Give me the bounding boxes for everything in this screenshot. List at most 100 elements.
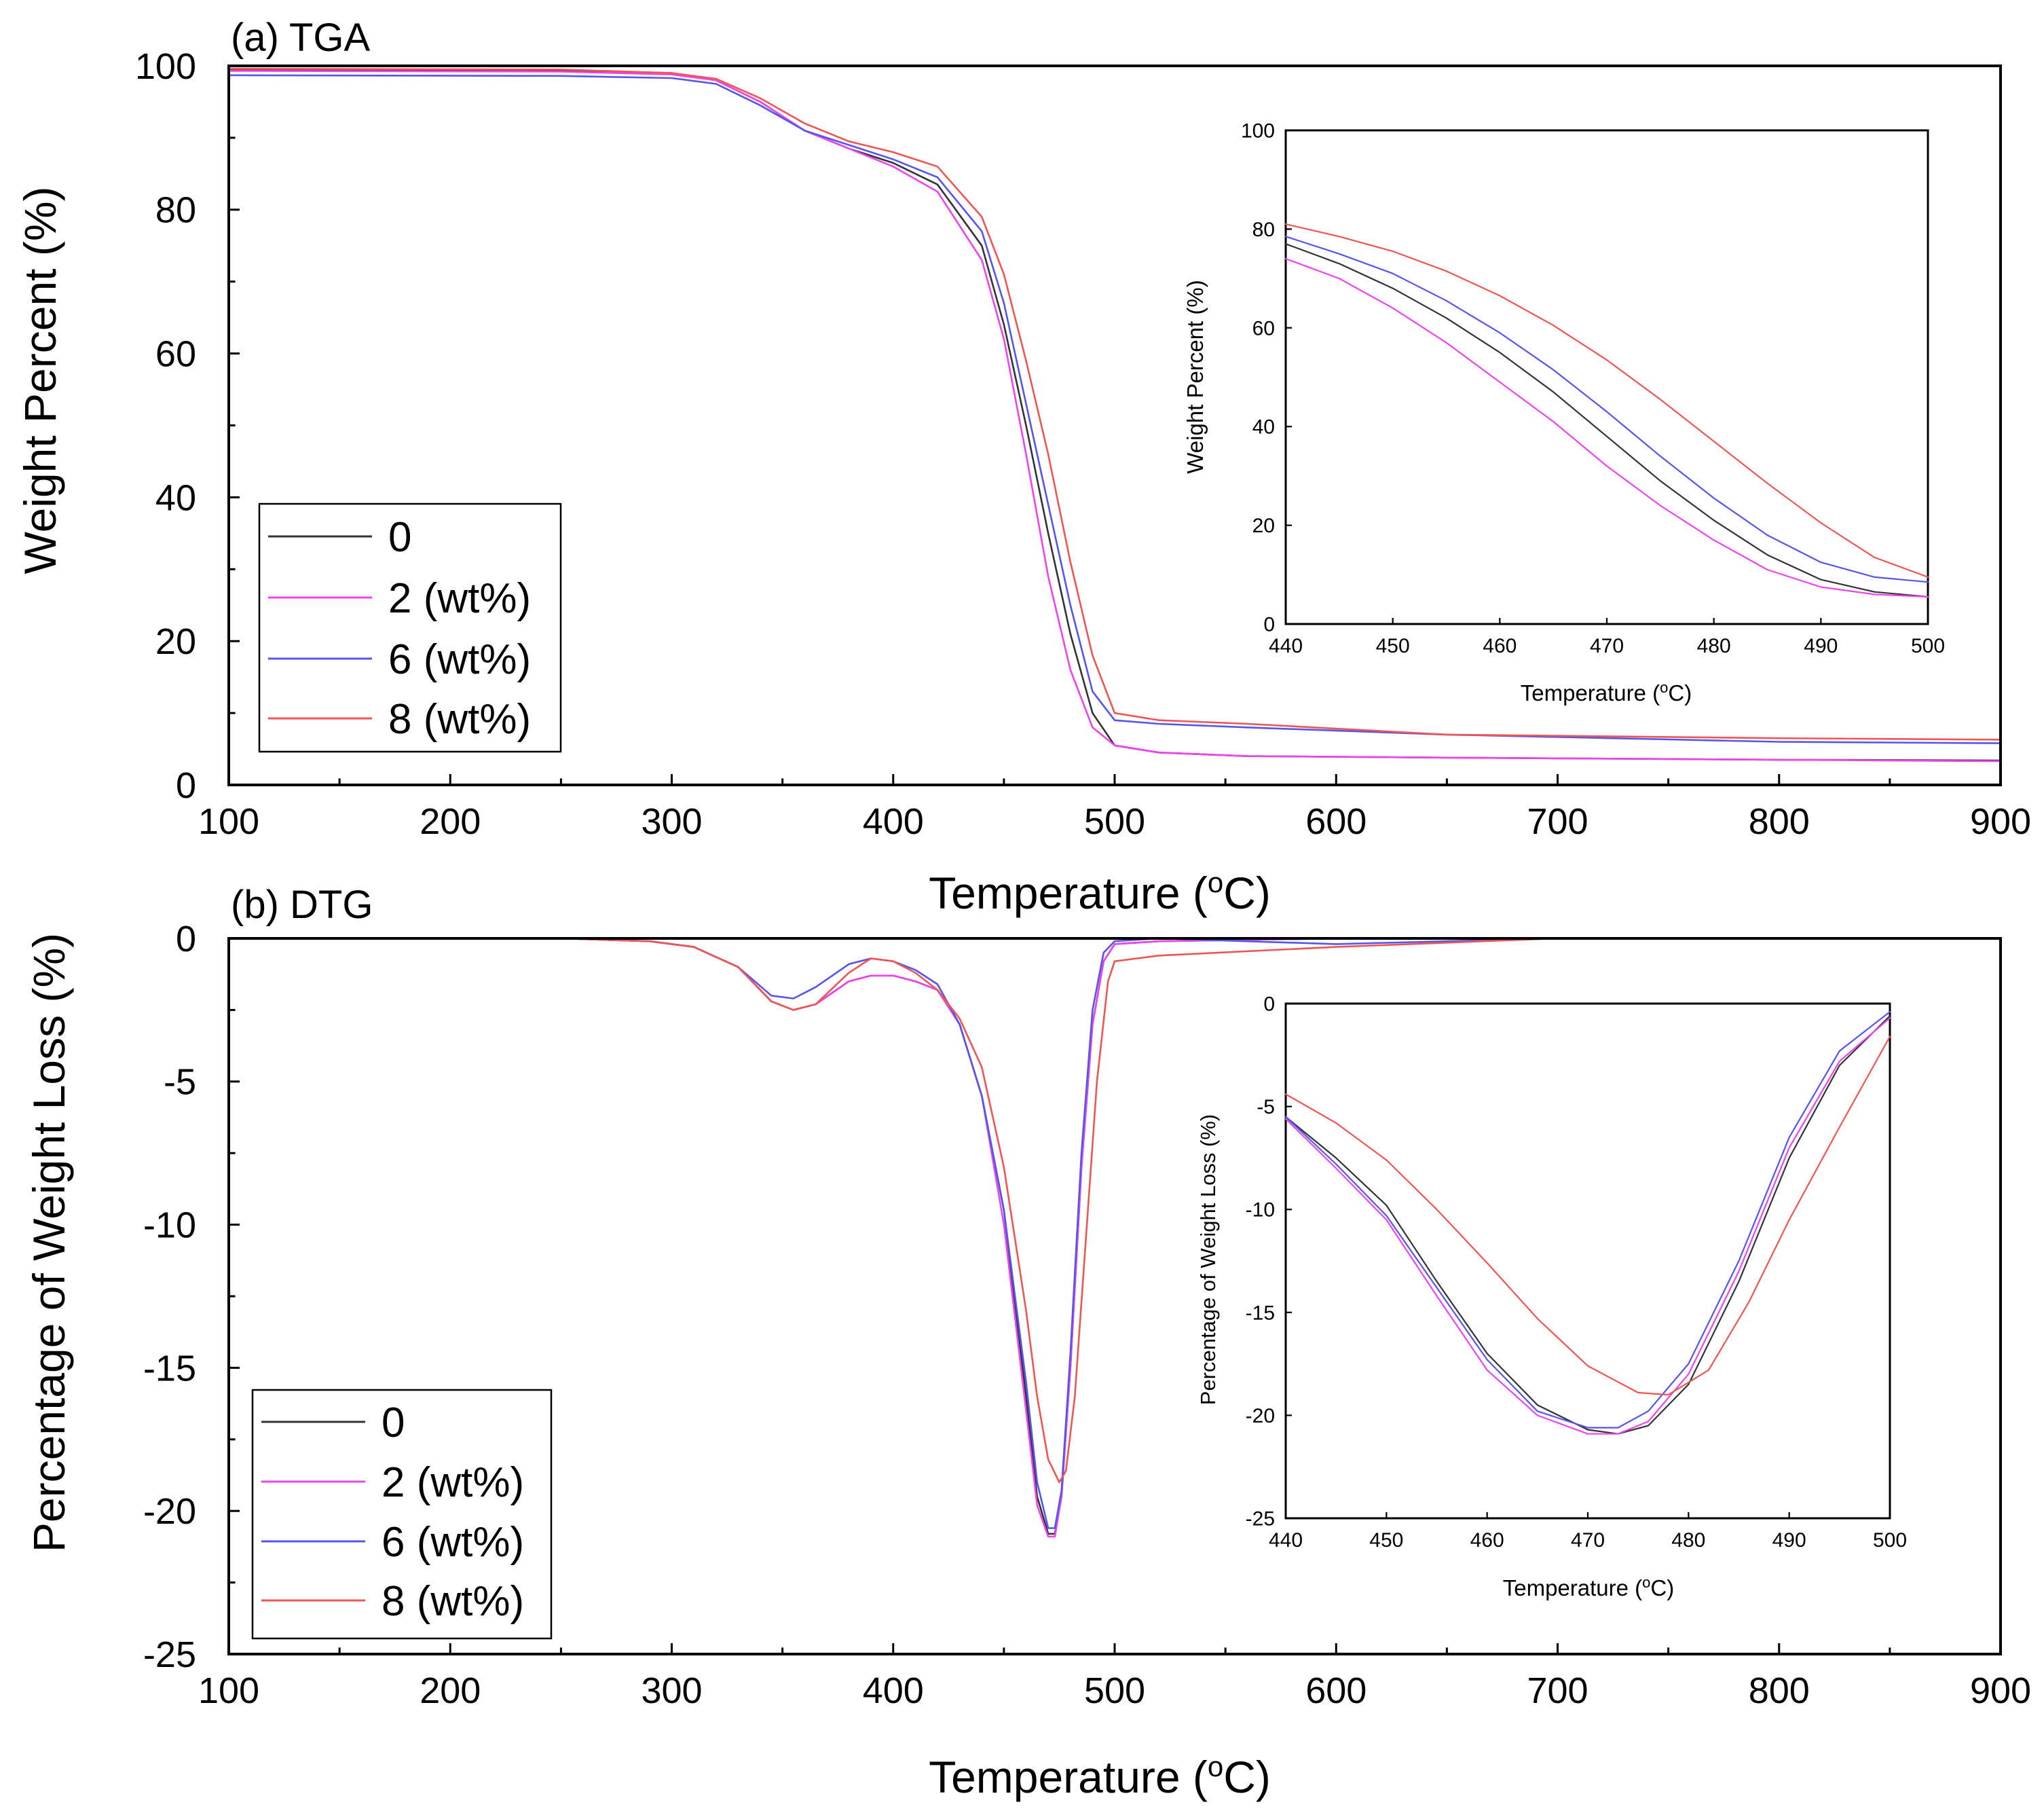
dtg-inset-series-line-3 [1284,1035,1891,1396]
tga-legend-box [258,502,562,753]
dtg-y-tick-label: 0 [176,919,196,959]
tga-series-line-1 [227,70,2002,763]
tga-x-tick-label: 700 [1527,801,1588,842]
dtg-y-tick-label: -5 [164,1062,196,1103]
dtg-inset-x-tick-label: 490 [1772,1529,1806,1552]
tga-inset-plot-area [1284,223,1929,598]
dtg-inset-x-tick-label: 460 [1470,1529,1504,1552]
tga-x-tick-label: 500 [1084,801,1145,842]
dtg-inset-y-tick-label: -25 [1246,1508,1275,1530]
tga-y-tick-label: 100 [135,46,196,87]
dtg-inset-series-line-2 [1284,1011,1891,1429]
tga-y-axis-label: Weight Percent (%) [15,187,65,574]
dtg-legend-label-1: 2 (wt%) [382,1459,524,1506]
dtg-x-tick-label: 500 [1084,1670,1145,1711]
tga-series-line-3 [227,67,2002,741]
dtg-inset-x-tick-label: 480 [1671,1529,1705,1552]
tga-title: (a) TGA [231,16,370,60]
tga-y-ticks: 0 20 40 60 80 100 [135,46,240,806]
dtg-inset-y-tick-label: -5 [1257,1096,1275,1118]
dtg-series-line-2 [227,937,2002,1529]
dtg-y-ticks: 0 -5 -10 -15 -20 -25 [143,919,240,1675]
tga-inset-x-ticks: 440 450 460 470 480 490 500 [1269,618,1945,657]
tga-inset-y-axis-label: Weight Percent (%) [1183,280,1208,474]
tga-inset-x-tick-label: 490 [1804,635,1838,657]
tga-inset-y-ticks: 0 20 40 60 80 100 [1241,120,1292,636]
tga-x-tick-label: 600 [1305,801,1367,842]
dtg-inset-x-ticks: 440 450 460 470 480 490 500 [1269,1512,1907,1552]
tga-x-tick-label: 400 [863,801,924,842]
tga-inset-series-line-0 [1284,243,1929,598]
tga-inset-x-axis-label: Temperature (oC) [1521,679,1692,705]
tga-inset: 440 450 460 470 480 490 500 0 20 40 60 80 100 Tempe… [1183,120,1945,706]
tga-y-tick-label: 60 [155,334,196,375]
dtg-inset-plot-area [1284,1011,1891,1435]
dtg-panel: (b) DTG Percentage of Weight Loss (%) Te… [24,883,2031,1802]
tga-inset-x-tick-label: 470 [1590,635,1624,657]
dtg-legend-label-0: 0 [382,1399,405,1446]
dtg-y-tick-label: -15 [143,1348,196,1389]
tga-x-tick-label: 200 [420,801,481,842]
tga-y-tick-label: 80 [155,190,196,231]
dtg-plot-frame [227,937,2002,1655]
tga-plot-area [227,67,2002,763]
dtg-legend-box [251,1389,553,1640]
tga-inset-y-tick-label: 80 [1252,219,1275,241]
tga-inset-x-tick-label: 450 [1376,635,1410,657]
dtg-inset-y-axis-label: Percentage of Weight Loss (%) [1196,1114,1220,1405]
tga-y-tick-label: 0 [176,765,196,806]
dtg-x-tick-label: 300 [641,1670,702,1711]
tga-inset-x-tick-label: 500 [1911,635,1945,657]
dtg-inset-x-tick-label: 450 [1369,1529,1403,1552]
dtg-plot-area [227,937,2002,1538]
dtg-inset-y-tick-label: -10 [1246,1199,1275,1222]
tga-plot-frame [227,65,2002,786]
dtg-x-tick-label: 400 [863,1670,924,1711]
tga-x-ticks: 100 200 300 400 500 600 700 800 900 [198,774,2031,842]
tga-inset-x-tick-label: 480 [1697,635,1731,657]
tga-inset-series-line-2 [1284,236,1929,583]
tga-inset-y-tick-label: 100 [1241,120,1275,143]
dtg-inset-x-tick-label: 500 [1873,1529,1907,1552]
tga-inset-x-tick-label: 460 [1483,635,1517,657]
dtg-y-tick-label: -10 [143,1205,196,1246]
tga-legend-label-1: 2 (wt%) [388,575,531,622]
tga-x-tick-label: 800 [1749,801,1810,842]
dtg-inset-series-line-0 [1284,1015,1891,1435]
tga-inset-y-tick-label: 20 [1252,515,1275,537]
tga-x-tick-label: 900 [1970,801,2031,842]
tga-series-line-2 [227,74,2002,744]
dtg-x-tick-label: 700 [1527,1670,1588,1711]
dtg-inset-y-tick-label: -20 [1246,1405,1275,1427]
tga-inset-y-tick-label: 60 [1252,317,1275,340]
tga-x-axis-label: Temperature (oC) [929,866,1271,918]
tga-legend: 0 2 (wt%) 6 (wt%) 8 (wt%) [258,502,562,753]
tga-legend-label-3: 8 (wt%) [388,696,531,743]
tga-y-tick-label: 40 [155,477,196,518]
dtg-inset-y-tick-label: -15 [1246,1302,1275,1324]
tga-inset-series-line-3 [1284,223,1929,578]
tga-inset-y-tick-label: 40 [1252,416,1275,439]
tga-x-tick-label: 300 [641,801,702,842]
dtg-inset-x-axis-label: Temperature (oC) [1503,1574,1675,1600]
tga-panel: (a) TGA Weight Percent (%) Temperature (… [15,16,2031,918]
dtg-legend-label-2: 6 (wt%) [382,1519,524,1566]
tga-inset-x-tick-label: 440 [1269,635,1303,657]
dtg-x-tick-label: 600 [1305,1670,1367,1711]
tga-inset-frame [1284,129,1929,625]
tga-inset-series-line-1 [1284,257,1929,598]
dtg-x-tick-label: 200 [420,1670,481,1711]
tga-legend-label-2: 6 (wt%) [388,636,531,683]
dtg-legend: 0 2 (wt%) 6 (wt%) 8 (wt%) [251,1389,553,1640]
dtg-x-tick-label: 800 [1749,1670,1810,1711]
dtg-inset-x-tick-label: 470 [1571,1529,1605,1552]
dtg-legend-label-3: 8 (wt%) [382,1578,524,1625]
dtg-y-tick-label: -20 [143,1491,196,1532]
tga-x-tick-label: 100 [198,801,259,842]
dtg-inset-y-ticks: 0 -5 -10 -15 -20 -25 [1246,993,1292,1530]
dtg-x-tick-label: 100 [198,1670,259,1711]
tga-inset-y-tick-label: 0 [1263,614,1275,636]
dtg-series-line-3 [227,937,2002,1484]
dtg-inset: 440 450 460 470 480 490 500 0 -5 -10 -15 -20 -25 Te… [1196,993,1907,1601]
